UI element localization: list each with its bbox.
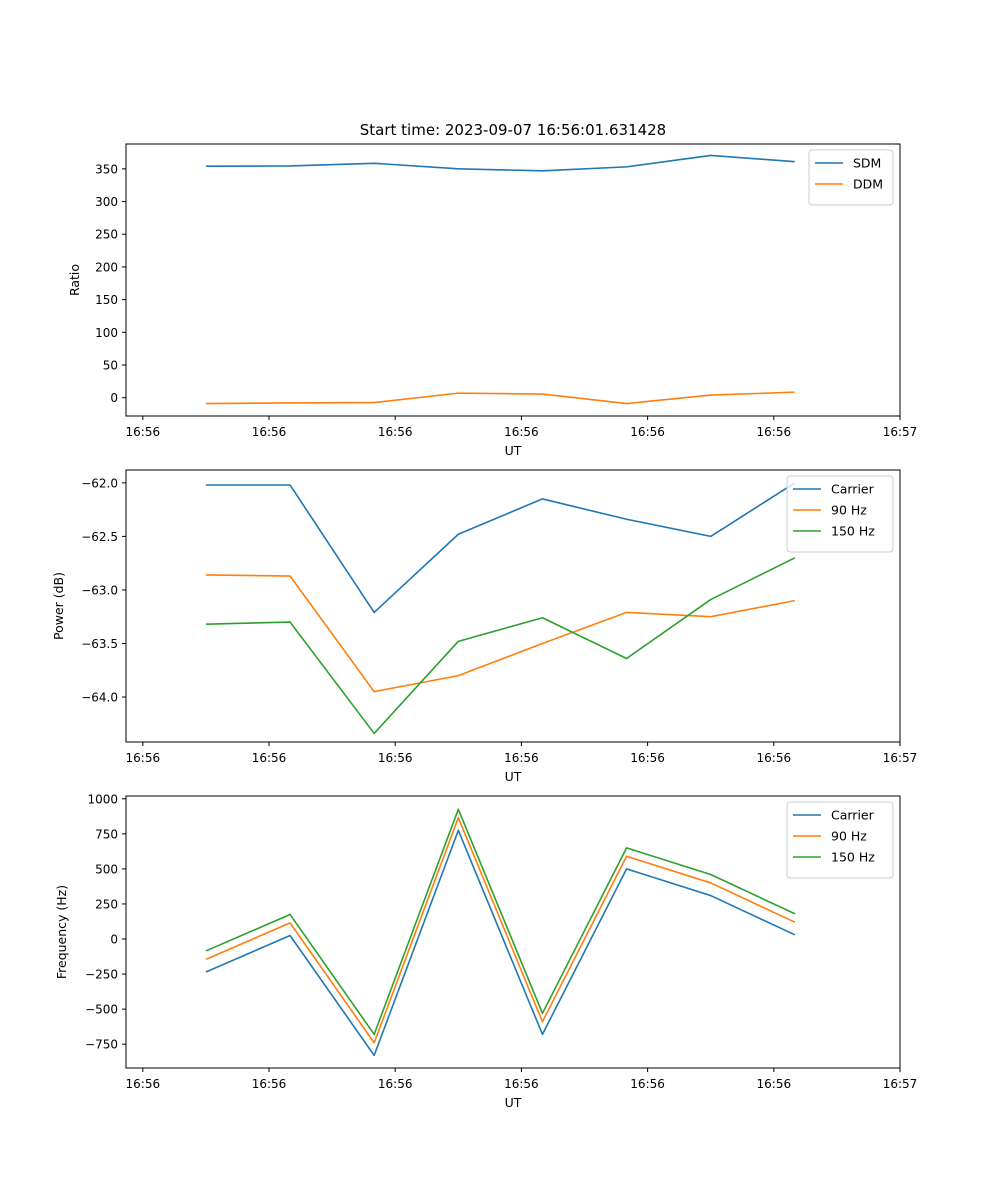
series-line-ddm bbox=[205, 391, 795, 405]
x-tick-label: 16:57 bbox=[883, 751, 918, 765]
series-line-90-hz bbox=[205, 816, 796, 1044]
x-axis-label: UT bbox=[505, 443, 522, 458]
y-tick-label: 0 bbox=[110, 933, 118, 947]
x-tick-label: 16:56 bbox=[630, 751, 665, 765]
legend-label: 150 Hz bbox=[831, 524, 875, 539]
y-tick-label: −63.5 bbox=[81, 637, 118, 651]
chart-panel-2: −64.0 −63.5 −63.0 −62.5 −62.0 16:56 16:56 16:56… bbox=[51, 469, 918, 784]
chart-panel-3: −750 −500 −250 0 250 500 750 1000 16:56 16:56 16:5… bbox=[54, 792, 917, 1110]
x-tick-label: 16:56 bbox=[126, 1077, 161, 1091]
series-line-150-hz bbox=[205, 557, 796, 735]
y-tick-label: 500 bbox=[95, 862, 118, 876]
legend-label: Carrier bbox=[831, 808, 875, 823]
axes-frame bbox=[125, 469, 901, 743]
x-tick-label: 16:57 bbox=[883, 425, 918, 439]
x-tick-label: 16:56 bbox=[252, 1077, 287, 1091]
x-tick-label: 16:56 bbox=[630, 1077, 665, 1091]
y-tick-label: −64.0 bbox=[81, 691, 118, 705]
chart-title: Start time: 2023-09-07 16:56:01.631428 bbox=[360, 121, 666, 139]
y-tick-label: 350 bbox=[95, 162, 118, 176]
series-line-90-hz bbox=[205, 574, 795, 693]
legend: Carrier 90 Hz 150 Hz bbox=[786, 475, 894, 553]
series-line-150-hz bbox=[205, 808, 796, 1036]
legend: Carrier 90 Hz 150 Hz bbox=[786, 801, 894, 879]
x-tick-label: 16:56 bbox=[126, 751, 161, 765]
axes-frame bbox=[125, 143, 901, 417]
legend-box bbox=[786, 801, 894, 879]
y-tick-label: 0 bbox=[110, 391, 118, 405]
y-tick-label: 50 bbox=[103, 359, 118, 373]
y-tick-label: 150 bbox=[95, 293, 118, 307]
y-tick-label: 250 bbox=[95, 228, 118, 242]
y-tick-label: −250 bbox=[85, 968, 118, 982]
series-line-carrier bbox=[205, 482, 796, 614]
x-axis-label: UT bbox=[505, 769, 522, 784]
y-tick-label: 750 bbox=[95, 827, 118, 841]
x-tick-label: 16:56 bbox=[378, 1077, 413, 1091]
y-tick-label: 200 bbox=[95, 260, 118, 274]
y-tick-label: −62.0 bbox=[81, 476, 118, 490]
x-tick-label: 16:56 bbox=[504, 425, 539, 439]
x-tick-label: 16:56 bbox=[757, 1077, 792, 1091]
x-tick-label: 16:56 bbox=[378, 751, 413, 765]
y-axis-label: Power (dB) bbox=[51, 572, 66, 640]
y-tick-label: −62.5 bbox=[81, 530, 118, 544]
y-tick-label: 250 bbox=[95, 897, 118, 911]
x-tick-label: 16:56 bbox=[504, 751, 539, 765]
chart-panel-1: Start time: 2023-09-07 16:56:01.631428 0 5… bbox=[67, 121, 917, 458]
legend-box bbox=[786, 475, 894, 553]
y-tick-label: −750 bbox=[85, 1038, 118, 1052]
x-tick-label: 16:56 bbox=[757, 425, 792, 439]
series-line-sdm bbox=[205, 154, 795, 172]
x-tick-label: 16:56 bbox=[126, 425, 161, 439]
legend-label: 90 Hz bbox=[831, 829, 867, 844]
legend-label: 150 Hz bbox=[831, 850, 875, 865]
x-axis-label: UT bbox=[505, 1095, 522, 1110]
legend-label: 90 Hz bbox=[831, 503, 867, 518]
x-tick-label: 16:56 bbox=[378, 425, 413, 439]
x-tick-label: 16:57 bbox=[883, 1077, 918, 1091]
y-axis-label: Frequency (Hz) bbox=[54, 885, 69, 979]
series-line-carrier bbox=[205, 829, 796, 1057]
axes-frame bbox=[125, 795, 901, 1069]
x-tick-label: 16:56 bbox=[252, 425, 287, 439]
y-tick-label: 100 bbox=[95, 326, 118, 340]
x-tick-label: 16:56 bbox=[757, 751, 792, 765]
x-tick-label: 16:56 bbox=[504, 1077, 539, 1091]
y-axis-label: Ratio bbox=[67, 264, 82, 296]
legend-label: DDM bbox=[853, 177, 883, 192]
y-tick-label: 1000 bbox=[87, 792, 118, 806]
x-tick-label: 16:56 bbox=[252, 751, 287, 765]
legend: SDM DDM bbox=[808, 149, 894, 206]
y-tick-label: −63.0 bbox=[81, 583, 118, 597]
y-tick-label: 300 bbox=[95, 195, 118, 209]
x-tick-label: 16:56 bbox=[630, 425, 665, 439]
y-tick-label: −500 bbox=[85, 1003, 118, 1017]
legend-label: Carrier bbox=[831, 482, 875, 497]
legend-label: SDM bbox=[853, 156, 881, 171]
